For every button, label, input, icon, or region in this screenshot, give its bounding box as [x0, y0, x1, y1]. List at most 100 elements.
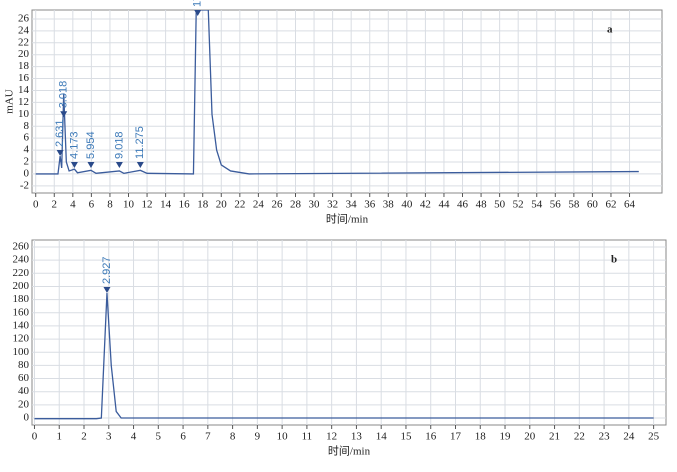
x-tick-label: 48: [476, 199, 488, 211]
panel-label: a: [607, 24, 613, 36]
peak-marker: [60, 111, 68, 118]
y-tick-label: 24: [18, 24, 30, 36]
x-tick-label: 23: [599, 431, 611, 443]
peak-marker: [87, 161, 95, 168]
y-tick-label: 6: [24, 132, 30, 144]
x-tick-label: 26: [271, 199, 283, 211]
peak-label: 2.927: [101, 256, 113, 284]
y-tick-label: 12: [18, 96, 29, 108]
peak-label: 5.954: [85, 131, 97, 159]
x-tick-label: 20: [216, 199, 228, 211]
x-tick-label: 18: [197, 199, 209, 211]
peak-label: 4.173: [68, 131, 80, 159]
x-tick-label: 42: [420, 199, 431, 211]
y-tick-label: 240: [13, 254, 30, 266]
y-tick-label: 2: [24, 156, 30, 168]
x-tick-label: 22: [574, 431, 585, 443]
plot-area: [31, 9, 663, 194]
y-tick-label: 120: [13, 333, 30, 345]
peak-marker: [70, 161, 78, 168]
x-tick-label: 22: [234, 199, 245, 211]
peak-marker: [115, 161, 123, 168]
x-tick-label: 58: [568, 199, 580, 211]
x-tick-label: 12: [142, 199, 153, 211]
x-tick-label: 32: [327, 199, 338, 211]
x-tick-label: 14: [376, 431, 388, 443]
x-tick-label: 50: [494, 199, 506, 211]
x-tick-label: 30: [309, 199, 321, 211]
x-tick-label: 24: [623, 431, 635, 443]
x-tick-label: 6: [89, 199, 95, 211]
x-tick-label: 18: [475, 431, 487, 443]
x-tick-label: 10: [277, 431, 289, 443]
y-tick-label: 60: [18, 372, 30, 384]
x-tick-label: 10: [123, 199, 135, 211]
peak-marker: [103, 287, 111, 294]
y-tick-label: 80: [18, 359, 30, 371]
peak-label: 9.018: [113, 131, 125, 159]
x-tick-label: 0: [32, 431, 38, 443]
x-tick-label: 36: [364, 199, 376, 211]
y-tick-label: 22: [18, 36, 29, 48]
y-tick-label: 160: [13, 306, 30, 318]
x-tick-label: 17: [450, 431, 462, 443]
y-tick-label: 26: [18, 12, 30, 24]
x-tick-label: 2: [52, 199, 58, 211]
x-tick-label: 46: [457, 199, 469, 211]
x-tick-label: 5: [156, 431, 162, 443]
x-tick-label: 9: [255, 431, 261, 443]
x-tick-label: 0: [33, 199, 39, 211]
x-tick-label: 15: [400, 431, 412, 443]
y-tick-label: 16: [18, 72, 30, 84]
x-tick-label: 16: [179, 199, 191, 211]
x-tick-label: 4: [131, 431, 137, 443]
x-tick-label: 7: [205, 431, 211, 443]
y-tick-label: 0: [24, 167, 30, 179]
y-tick-label: 180: [13, 293, 30, 305]
x-tick-label: 56: [550, 199, 562, 211]
x-tick-label: 1: [56, 431, 62, 443]
y-tick-label: 18: [18, 60, 30, 72]
peak-label: 3.018: [58, 81, 70, 109]
y-tick-label: 10: [18, 108, 30, 120]
peak-marker: [56, 150, 64, 157]
y-tick-label: 200: [13, 280, 30, 292]
y-tick-label: 20: [18, 398, 30, 410]
x-tick-label: 60: [587, 199, 599, 211]
x-tick-label: 52: [513, 199, 524, 211]
trace: [34, 292, 654, 420]
x-tick-label: 13: [351, 431, 363, 443]
y-tick-label: 40: [18, 385, 30, 397]
x-tick-label: 25: [648, 431, 660, 443]
x-tick-label: 64: [624, 199, 636, 211]
y-tick-label: 260: [13, 241, 30, 253]
x-tick-label: 2: [81, 431, 87, 443]
x-tick-label: 20: [524, 431, 536, 443]
x-tick-label: 14: [160, 199, 172, 211]
peak-label: 17.459: [192, 0, 204, 7]
x-tick-label: 12: [326, 431, 337, 443]
y-tick-label: 8: [24, 120, 30, 132]
peak-label: 11.275: [134, 126, 146, 159]
y-axis-label: mAU: [4, 89, 16, 114]
trace: [35, 10, 639, 175]
plot-area: [31, 239, 667, 426]
x-tick-label: 21: [549, 431, 560, 443]
x-tick-label: 28: [290, 199, 302, 211]
x-tick-label: 8: [230, 431, 236, 443]
peak-label: 2.631: [54, 120, 66, 148]
x-axis-label: 时间/min: [326, 213, 369, 226]
peak-marker: [194, 9, 202, 16]
x-tick-label: 8: [107, 199, 113, 211]
x-tick-label: 6: [180, 431, 186, 443]
y-tick-label: 140: [13, 319, 30, 331]
y-tick-label: 0: [24, 412, 30, 424]
x-tick-label: 34: [346, 199, 358, 211]
x-tick-label: 24: [253, 199, 265, 211]
panel-label: b: [611, 254, 617, 266]
x-tick-label: 3: [106, 431, 112, 443]
peak-marker: [136, 161, 144, 168]
x-tick-label: 19: [500, 431, 512, 443]
y-tick-label: 14: [18, 84, 30, 96]
